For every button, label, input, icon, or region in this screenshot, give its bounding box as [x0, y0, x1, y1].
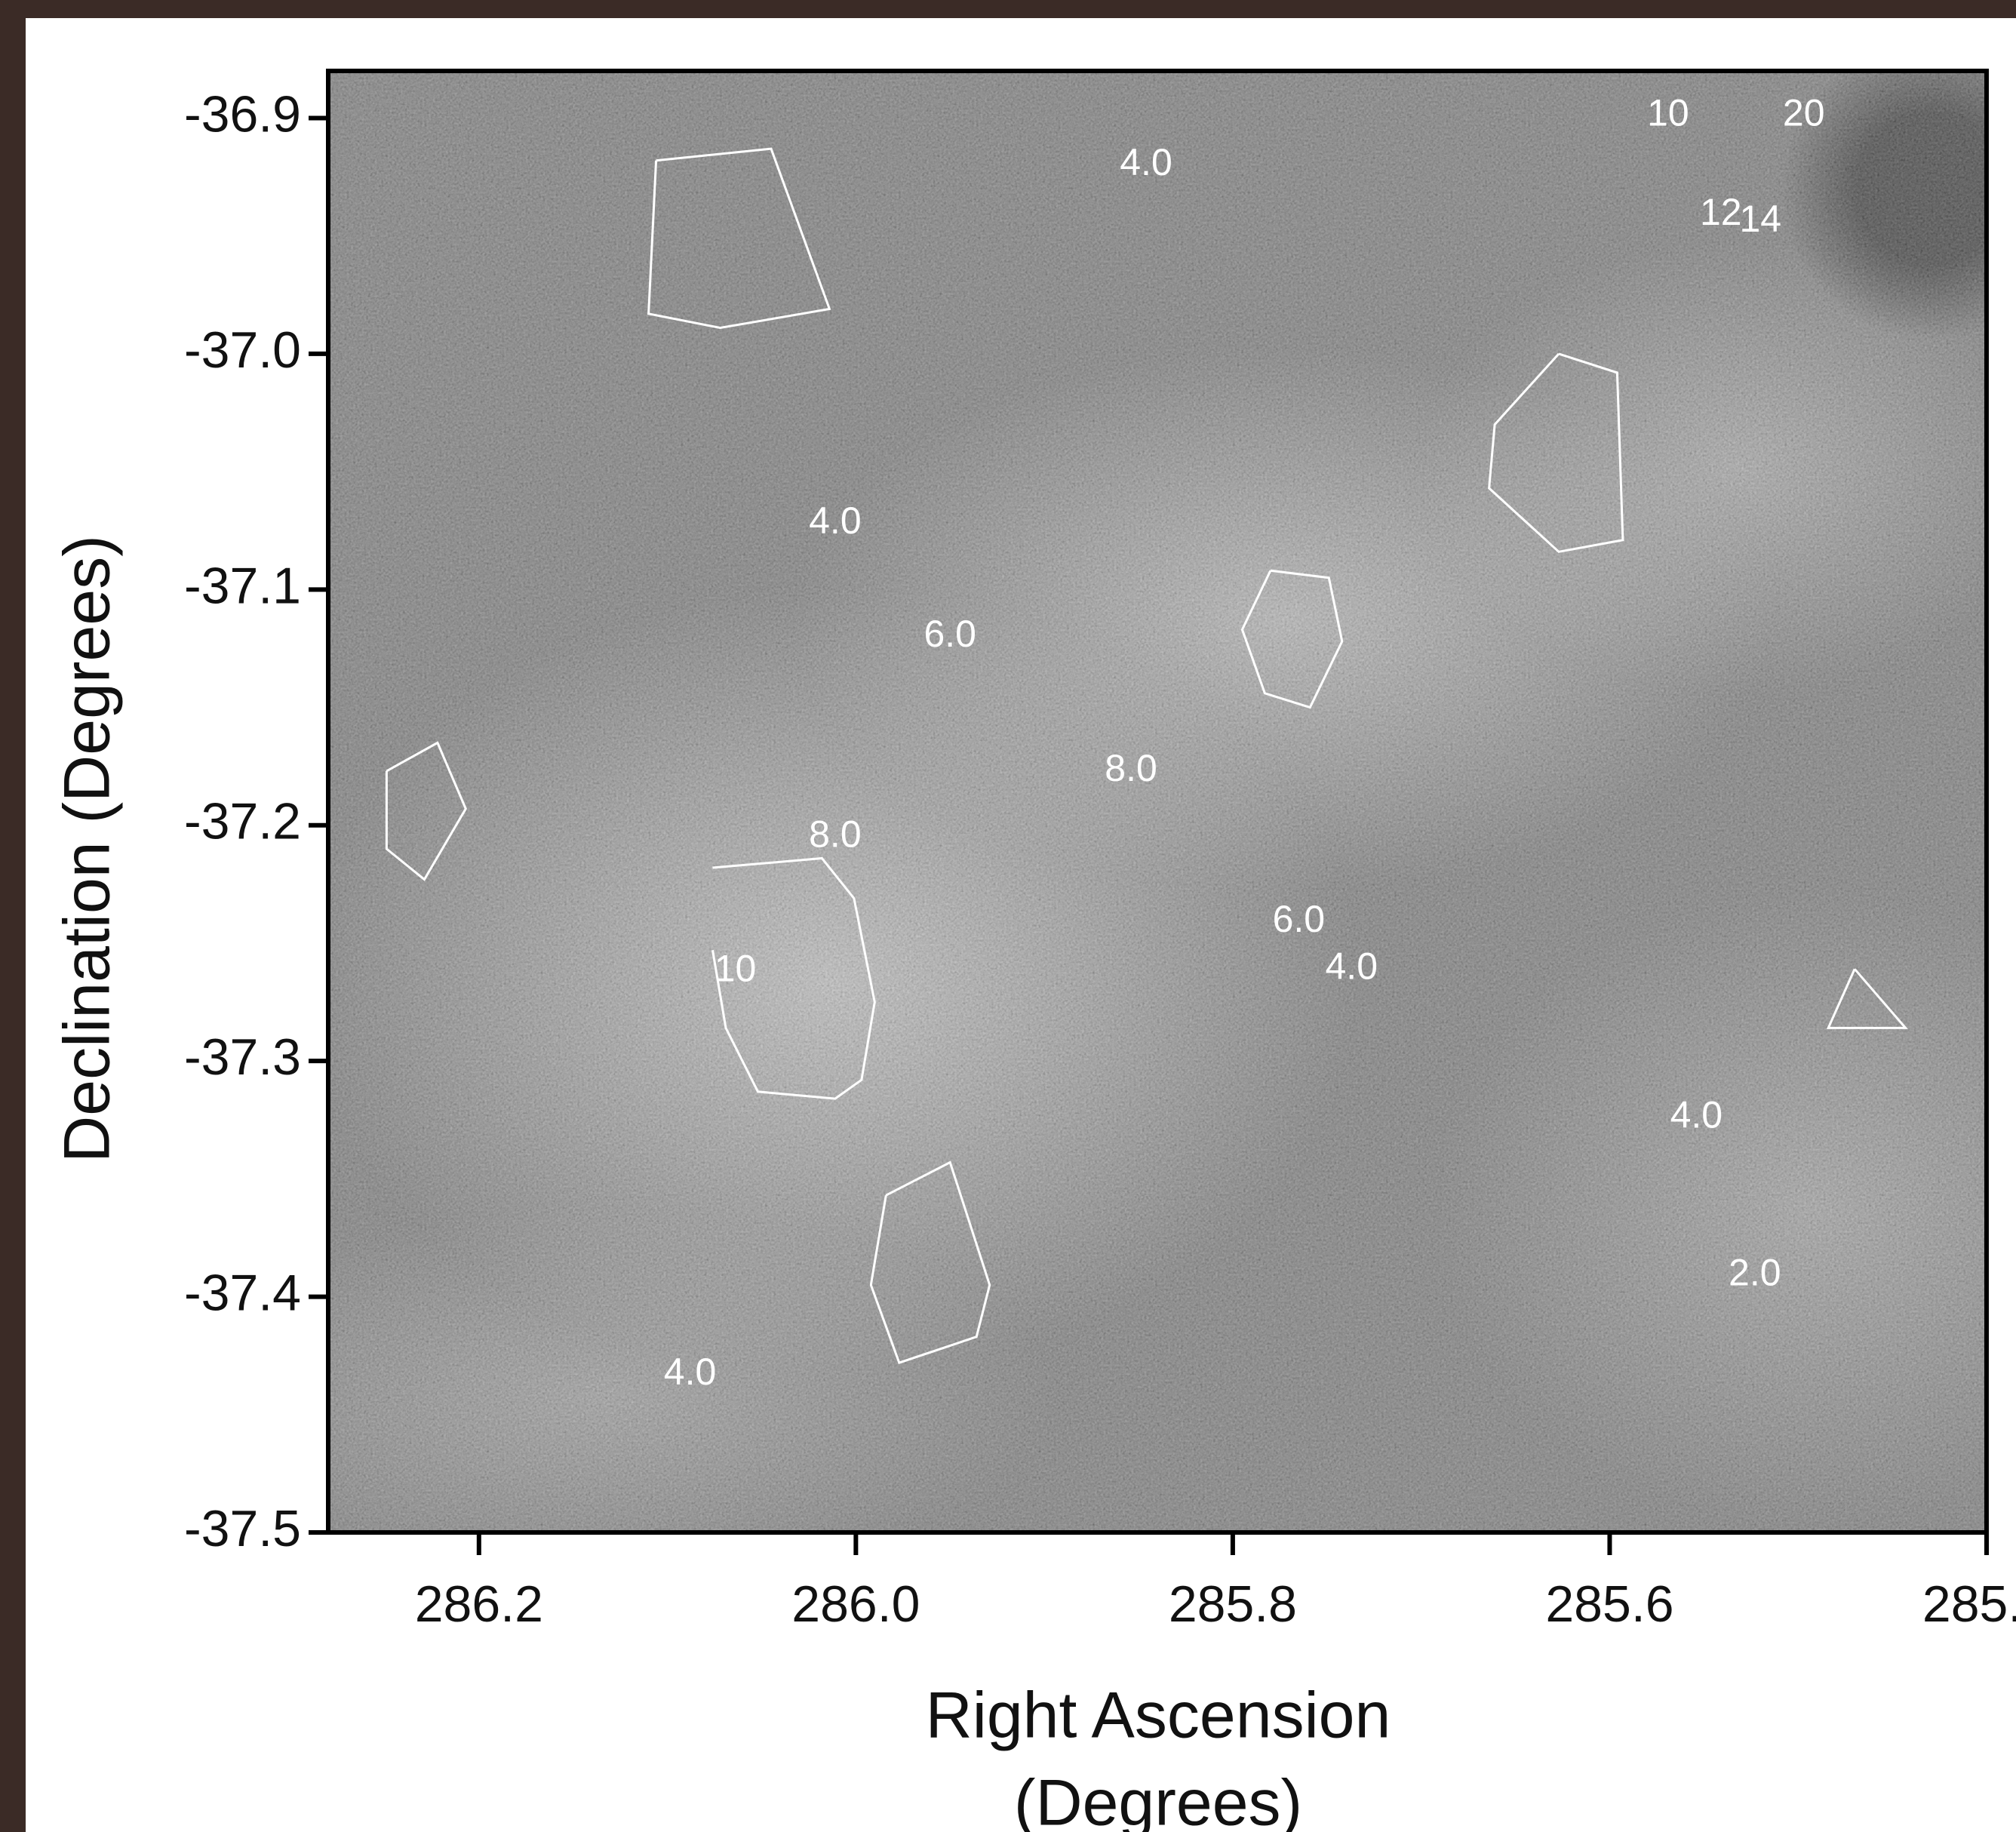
contour-label: 4.0: [1670, 1093, 1723, 1136]
x-tick-label: 285.4: [1922, 1575, 2016, 1633]
contour-label: 6.0: [1273, 898, 1326, 940]
x-tick-label: 286.0: [791, 1575, 920, 1633]
x-axis-title: (Degrees): [1014, 1767, 1302, 1832]
x-axis-title: Right Ascension: [926, 1680, 1391, 1752]
y-tick-label: -36.9: [184, 85, 301, 143]
y-tick-label: -37.5: [184, 1500, 301, 1557]
x-tick-label: 285.8: [1169, 1575, 1297, 1633]
contour-label: 4.0: [664, 1351, 717, 1393]
contour-label: 4.0: [1120, 141, 1172, 183]
contour-label: 8.0: [809, 813, 862, 856]
contour-label: 6.0: [923, 613, 976, 655]
contour-label: 2.0: [1729, 1252, 1781, 1294]
contour-label: 20: [1783, 92, 1825, 134]
contour-label: 8.0: [1105, 747, 1157, 789]
y-tick-label: -37.2: [184, 793, 301, 850]
y-tick-label: -37.4: [184, 1265, 301, 1322]
contour-label: 14: [1739, 198, 1781, 240]
y-tick-label: -37.3: [184, 1028, 301, 1086]
y-axis-title: Declination (Degrees): [51, 535, 124, 1163]
contour-label: 4.0: [1326, 945, 1378, 988]
sky-image: [151, 38, 2016, 1585]
x-tick-label: 286.2: [415, 1575, 543, 1633]
contour-label: 10: [715, 948, 757, 990]
chart: 4.04.06.08.08.0106.04.04.02.04.010121420…: [0, 0, 2016, 1832]
page: {"chart_data": { "type": "contour", "xla…: [0, 0, 2016, 1832]
y-tick-label: -37.0: [184, 321, 301, 379]
contour-label: 12: [1700, 191, 1742, 233]
y-tick-label: -37.1: [184, 557, 301, 614]
contour-label: 4.0: [809, 499, 862, 542]
contour-label: 10: [1647, 92, 1689, 134]
x-tick-label: 285.6: [1545, 1575, 1673, 1633]
